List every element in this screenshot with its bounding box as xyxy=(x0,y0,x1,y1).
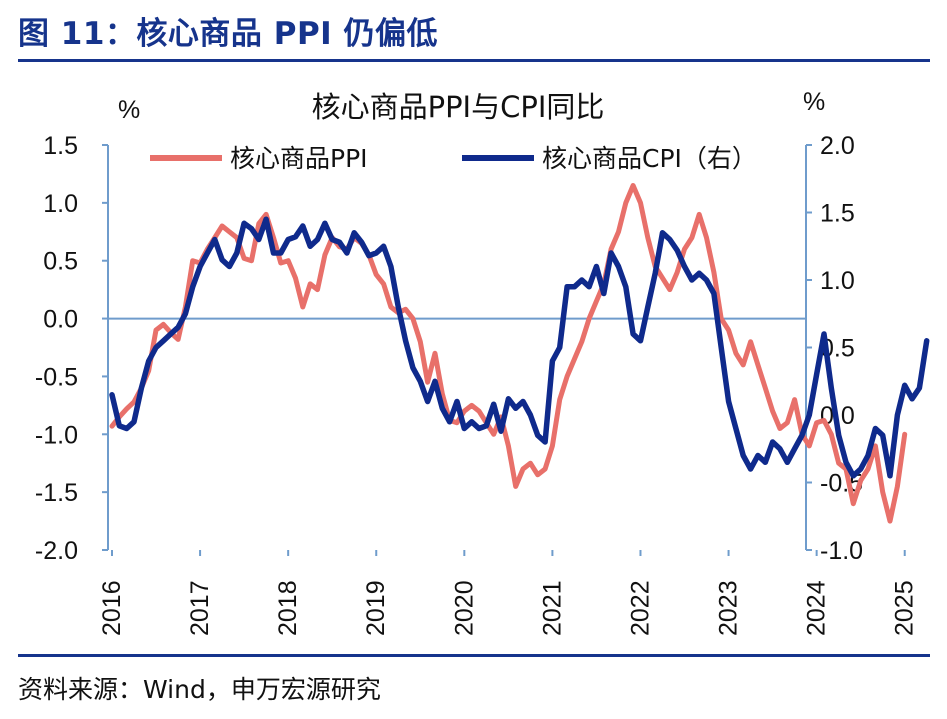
left-tick-label: 0.5 xyxy=(43,248,78,276)
axes: 1.51.00.50.0-0.5-1.0-1.5-2.02.01.51.00.5… xyxy=(35,132,919,636)
x-tick-label: 2025 xyxy=(891,580,919,636)
chart-title: 核心商品PPI与CPI同比 xyxy=(312,90,605,124)
x-tick-label: 2016 xyxy=(98,580,126,636)
right-tick-label: -1.0 xyxy=(820,537,863,565)
left-tick-label: 1.0 xyxy=(43,190,78,218)
top-divider xyxy=(18,59,930,62)
x-tick-label: 2024 xyxy=(803,580,831,636)
source-note: 资料来源：Wind，申万宏源研究 xyxy=(18,675,381,704)
x-tick-label: 2019 xyxy=(362,580,390,636)
bottom-divider xyxy=(18,654,930,657)
legend-label-cpi: 核心商品CPI（右） xyxy=(542,144,757,173)
x-tick-label: 2021 xyxy=(538,580,566,636)
left-tick-label: -2.0 xyxy=(35,537,78,565)
right-axis-unit: % xyxy=(803,88,825,116)
figure-title: 图 11：核心商品 PPI 仍偏低 xyxy=(18,16,438,52)
x-tick-label: 2017 xyxy=(186,580,214,636)
right-tick-label: 1.0 xyxy=(820,267,855,295)
left-tick-label: -1.0 xyxy=(35,421,78,449)
ppi-line xyxy=(109,183,908,524)
legend-label-ppi: 核心商品PPI xyxy=(230,144,368,173)
left-tick-label: -0.5 xyxy=(35,363,78,391)
series-lines xyxy=(109,183,930,524)
left-axis-unit: % xyxy=(118,96,140,124)
x-tick-label: 2018 xyxy=(274,580,302,636)
right-tick-label: 2.0 xyxy=(820,132,855,160)
x-tick-label: 2022 xyxy=(626,580,654,636)
left-tick-label: 0.0 xyxy=(43,306,78,334)
right-tick-label: 1.5 xyxy=(820,200,855,228)
x-tick-label: 2020 xyxy=(450,580,478,636)
legend: 核心商品PPI 核心商品CPI（右） xyxy=(150,144,757,173)
cpi-line xyxy=(109,216,930,479)
left-tick-label: 1.5 xyxy=(43,132,78,160)
x-tick-label: 2023 xyxy=(715,580,743,636)
left-tick-label: -1.5 xyxy=(35,479,78,507)
